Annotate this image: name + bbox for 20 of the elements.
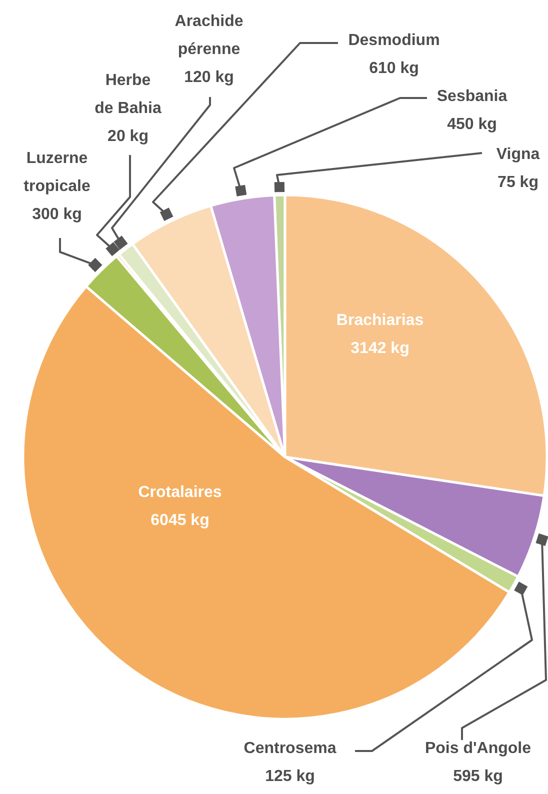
slice-label: Pois d'Angole <box>424 740 532 757</box>
slice-label: Herbe de Bahia <box>94 72 162 117</box>
slice-label: Sesbania <box>436 88 508 105</box>
data-label: 610 kg <box>369 60 419 77</box>
data-label: 20 kg <box>108 128 148 145</box>
data-label: 595 kg <box>453 768 503 785</box>
slice-label: Vigna <box>496 146 540 163</box>
slice-label: Crotalaires <box>138 484 222 501</box>
data-label: 300 kg <box>32 206 82 223</box>
slice-label: Arachide pérenne <box>174 13 244 58</box>
slice-label: Luzerne tropicale <box>24 150 90 195</box>
data-label: 75 kg <box>498 174 538 191</box>
data-label: 6045 kg <box>150 512 210 529</box>
data-label: 3142 kg <box>350 340 410 357</box>
data-label: 450 kg <box>447 116 497 133</box>
slice-label: Desmodium <box>348 32 440 49</box>
data-label: 120 kg <box>184 69 234 86</box>
slice-label: Centrosema <box>244 740 336 757</box>
data-label: 125 kg <box>265 768 315 785</box>
slice-label: Brachiarias <box>336 312 424 329</box>
